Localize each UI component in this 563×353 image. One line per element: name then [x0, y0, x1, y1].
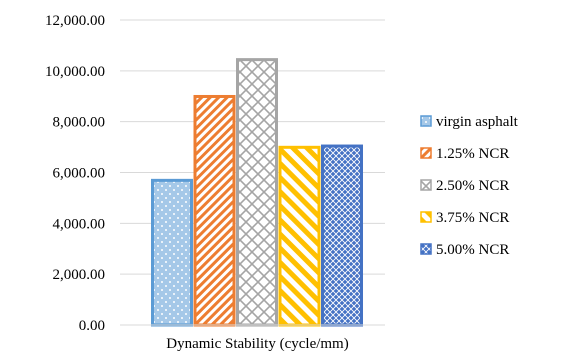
y-axis-ticks: 0.00 2,000.00 4,000.00 6,000.00 8,000.00 10,0… — [45, 13, 105, 334]
legend-swatch — [420, 147, 432, 159]
legend: virgin asphalt 1.25% NCR 2.50% NCR 3.75% NC… — [420, 114, 519, 258]
legend-swatch — [420, 115, 432, 127]
legend-label: 2.50% NCR — [436, 178, 509, 194]
legend-swatch — [420, 211, 432, 223]
legend-label: 1.25% NCR — [436, 146, 509, 162]
legend-label: 3.75% NCR — [436, 210, 509, 226]
bar-5-00-ncr — [321, 144, 363, 327]
bar-1-25-ncr — [193, 94, 236, 327]
legend-label: virgin asphalt — [436, 114, 519, 130]
y-tick-label: 4,000.00 — [53, 216, 106, 232]
bar-2-50-ncr — [236, 58, 278, 327]
y-tick-label: 6,000.00 — [53, 166, 106, 182]
legend-swatch — [420, 179, 432, 191]
y-tick-label: 10,000.00 — [45, 64, 105, 80]
bar-3-75-ncr — [278, 145, 321, 327]
y-tick-label: 12,000.00 — [45, 13, 105, 29]
y-tick-label: 8,000.00 — [53, 115, 106, 131]
y-tick-label: 0.00 — [79, 318, 105, 334]
x-category-label: Dynamic Stability (cycle/mm) — [166, 336, 348, 352]
legend-swatch — [420, 243, 432, 255]
legend-label: 5.00% NCR — [436, 242, 509, 258]
bar-virgin-asphalt — [151, 178, 193, 327]
y-tick-label: 2,000.00 — [53, 267, 106, 283]
bars — [151, 58, 363, 327]
